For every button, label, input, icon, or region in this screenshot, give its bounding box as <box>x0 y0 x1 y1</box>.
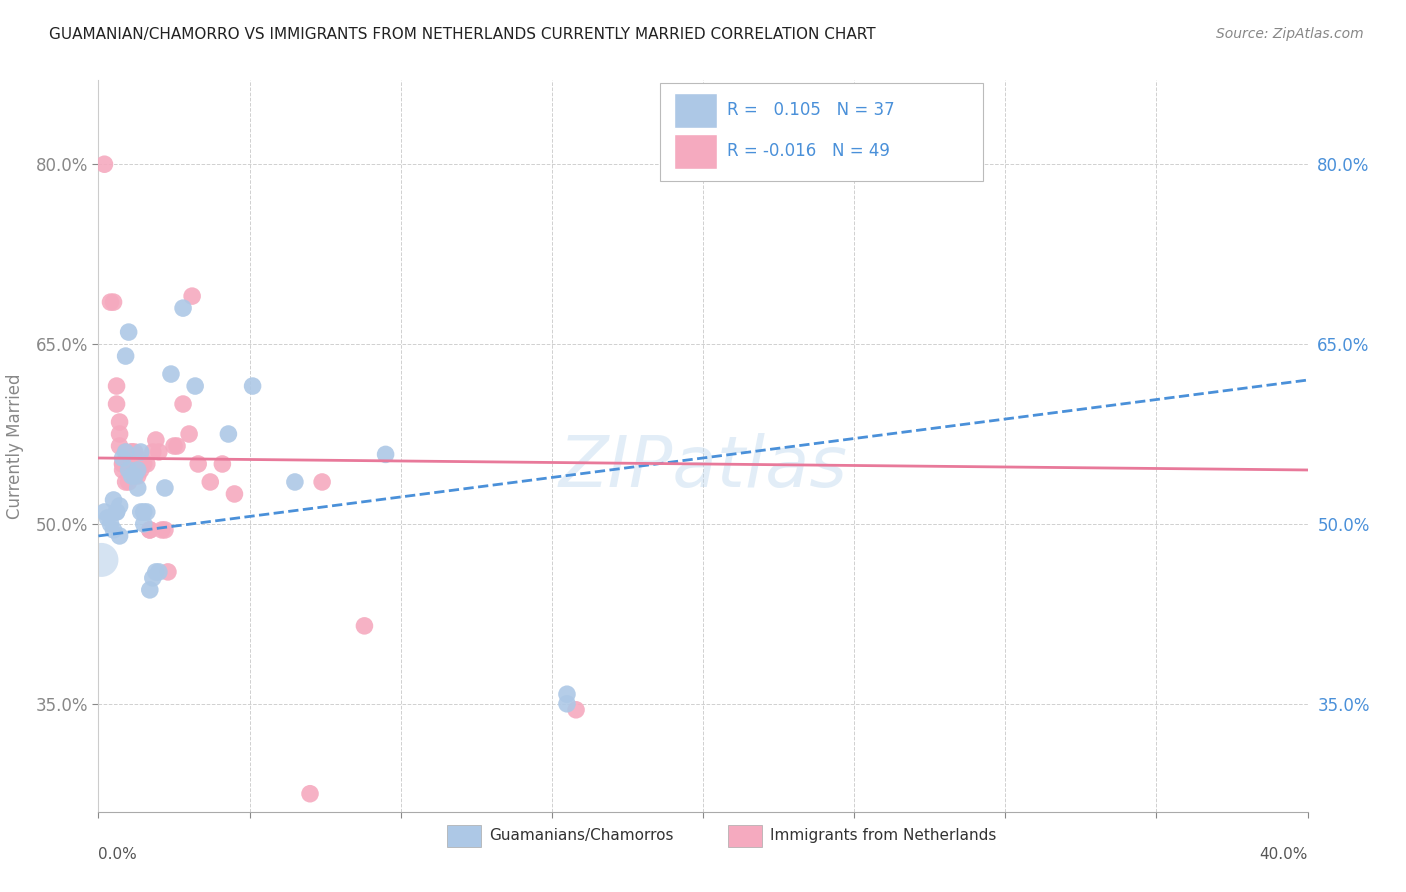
Point <box>135 505 157 519</box>
Point <box>121 445 143 459</box>
Point <box>132 505 155 519</box>
Point <box>145 433 167 447</box>
Point <box>127 469 149 483</box>
Point <box>111 457 134 471</box>
Point <box>127 463 149 477</box>
Point <box>150 523 173 537</box>
Point <box>224 487 246 501</box>
Point <box>100 516 122 531</box>
Point <box>118 475 141 489</box>
Point <box>187 457 209 471</box>
Point <box>242 379 264 393</box>
Text: 0.0%: 0.0% <box>98 847 138 863</box>
Point <box>124 469 146 483</box>
Point <box>163 439 186 453</box>
Point <box>118 463 141 477</box>
Point <box>284 475 307 489</box>
Text: R =   0.105   N = 37: R = 0.105 N = 37 <box>727 102 894 120</box>
Point <box>114 445 136 459</box>
Point <box>555 687 578 701</box>
Point <box>127 450 149 465</box>
Point <box>145 565 167 579</box>
Point <box>96 511 118 525</box>
Point <box>118 325 141 339</box>
Point <box>108 529 131 543</box>
Point <box>105 379 128 393</box>
Point <box>105 397 128 411</box>
Point <box>148 445 170 459</box>
Point <box>555 697 578 711</box>
Text: GUAMANIAN/CHAMORRO VS IMMIGRANTS FROM NETHERLANDS CURRENTLY MARRIED CORRELATION : GUAMANIAN/CHAMORRO VS IMMIGRANTS FROM NE… <box>49 27 876 42</box>
Point <box>374 447 396 461</box>
Point <box>156 565 179 579</box>
Point <box>93 505 115 519</box>
Text: R = -0.016   N = 49: R = -0.016 N = 49 <box>727 143 890 161</box>
Point <box>135 457 157 471</box>
Point <box>129 463 152 477</box>
Text: ZIPatlas: ZIPatlas <box>558 434 848 502</box>
Point <box>103 523 125 537</box>
Point <box>160 367 183 381</box>
Point <box>311 475 333 489</box>
Point <box>153 481 176 495</box>
Point <box>90 553 112 567</box>
Point <box>211 457 233 471</box>
Point <box>139 523 162 537</box>
Point <box>132 457 155 471</box>
Point <box>108 499 131 513</box>
Point <box>118 457 141 471</box>
Point <box>114 349 136 363</box>
Point <box>299 787 322 801</box>
Point <box>114 457 136 471</box>
Point <box>200 475 222 489</box>
Point <box>108 439 131 453</box>
Point <box>111 450 134 465</box>
Point <box>114 475 136 489</box>
Point <box>118 463 141 477</box>
Y-axis label: Currently Married: Currently Married <box>7 373 24 519</box>
Point <box>93 157 115 171</box>
Point <box>166 439 188 453</box>
Point <box>121 457 143 471</box>
Text: Immigrants from Netherlands: Immigrants from Netherlands <box>770 829 997 843</box>
Point <box>124 463 146 477</box>
Point <box>139 582 162 597</box>
Point <box>111 457 134 471</box>
Point <box>142 571 165 585</box>
Point <box>139 523 162 537</box>
Point <box>179 427 201 442</box>
Point <box>129 445 152 459</box>
Point <box>172 301 194 315</box>
Point <box>124 469 146 483</box>
Point <box>132 516 155 531</box>
Point <box>353 619 375 633</box>
Point <box>127 481 149 495</box>
Point <box>565 703 588 717</box>
Point <box>108 415 131 429</box>
Point <box>142 445 165 459</box>
Point <box>105 505 128 519</box>
Point <box>184 379 207 393</box>
Point <box>129 505 152 519</box>
Point <box>103 492 125 507</box>
Point <box>121 469 143 483</box>
Point <box>114 445 136 459</box>
Point <box>121 445 143 459</box>
Point <box>111 463 134 477</box>
Point <box>100 295 122 310</box>
Text: Guamanians/Chamorros: Guamanians/Chamorros <box>489 829 673 843</box>
Point <box>153 523 176 537</box>
Point <box>217 427 239 442</box>
Point <box>181 289 204 303</box>
Text: Source: ZipAtlas.com: Source: ZipAtlas.com <box>1216 27 1364 41</box>
Point <box>105 505 128 519</box>
Point <box>108 427 131 442</box>
Point <box>103 295 125 310</box>
Text: 40.0%: 40.0% <box>1260 847 1308 863</box>
Point <box>148 565 170 579</box>
Point <box>172 397 194 411</box>
Point <box>124 445 146 459</box>
